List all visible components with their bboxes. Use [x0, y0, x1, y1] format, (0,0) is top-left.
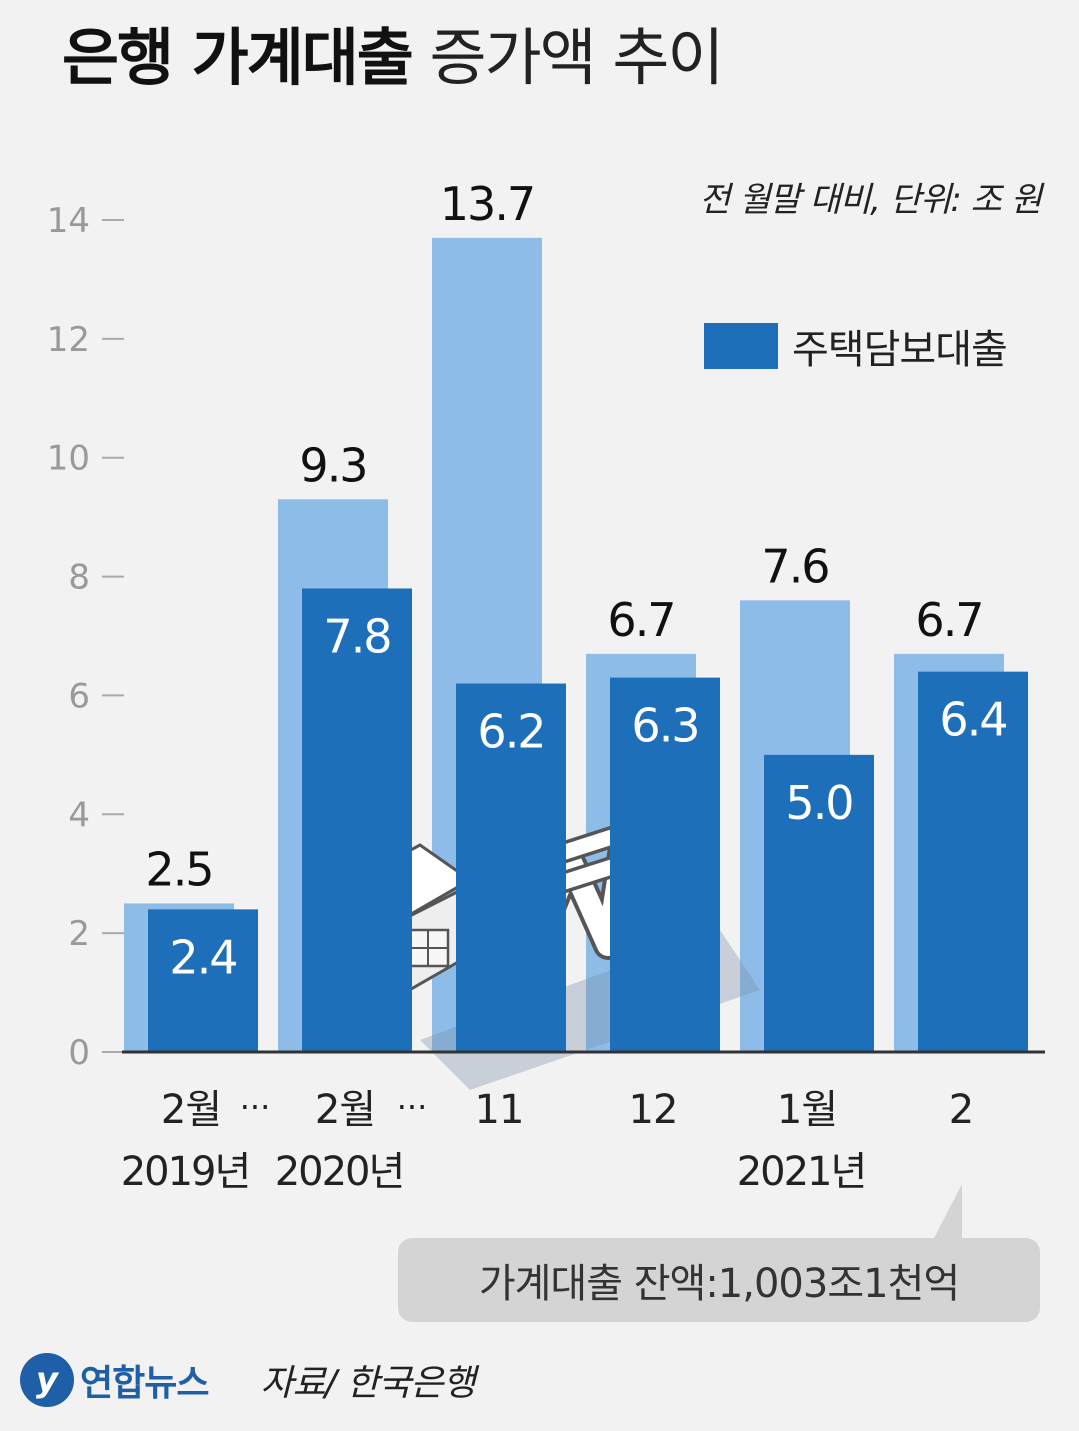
callout-tail	[932, 1184, 962, 1242]
y-tick-label: 6	[68, 676, 90, 716]
label-total: 2.5	[145, 842, 212, 896]
y-tick-label: 14	[47, 201, 90, 241]
label-mortgage: 6.3	[631, 699, 698, 753]
bar-mortgage	[918, 671, 1028, 1052]
balance-callout: 가계대출 잔액:1,003조1천억	[398, 1238, 1040, 1322]
label-mortgage: 7.8	[323, 609, 390, 663]
label-mortgage: 2.4	[169, 930, 236, 984]
mortgage-bars	[148, 588, 1028, 1052]
balance-text: 가계대출 잔액:1,003조1천억	[478, 1261, 960, 1307]
label-total: 6.7	[915, 593, 982, 647]
x-tick-label: 12	[629, 1087, 678, 1133]
title-light: 증가액 추이	[429, 21, 725, 94]
bar-mortgage	[148, 909, 258, 1052]
x-tick-label: 2월	[315, 1087, 375, 1133]
chart-title: 은행 가계대출 증가액 추이	[62, 18, 725, 98]
y-tick-label: 12	[47, 320, 90, 360]
label-total: 9.3	[299, 438, 366, 492]
source-note: 자료/ 한국은행	[260, 1363, 475, 1404]
x-tick-label: 11	[475, 1087, 524, 1133]
title-bold: 은행 가계대출	[62, 21, 414, 94]
axis-break-mark: ···	[397, 1088, 428, 1126]
footer: y 연합뉴스 자료/ 한국은행	[20, 1348, 476, 1412]
yonhap-logo-icon: y	[20, 1353, 74, 1407]
x-tick-label: 2	[949, 1087, 973, 1133]
legend-swatch	[704, 323, 778, 369]
x-tick-label: 2월	[161, 1087, 221, 1133]
x-tick-year: 2020년	[275, 1149, 404, 1195]
label-mortgage: 5.0	[785, 776, 852, 830]
label-mortgage: 6.4	[939, 693, 1006, 747]
y-tick-label: 10	[47, 439, 90, 479]
y-tick-label: 8	[68, 558, 90, 598]
label-total: 13.7	[440, 177, 534, 231]
unit-note: 전 월말 대비, 단위: 조 원	[699, 180, 1042, 220]
bar-mortgage	[456, 683, 566, 1052]
y-tick-label: 0	[68, 1033, 90, 1073]
y-tick-label: 4	[68, 795, 90, 835]
x-tick-year: 2019년	[121, 1149, 250, 1195]
logo-text: 연합뉴스	[80, 1363, 209, 1404]
legend-label: 주택담보대출	[792, 327, 1008, 373]
label-total: 7.6	[761, 539, 828, 593]
value-labels: 2.5 9.3 13.7 6.7 7.6 6.7 2.4 7.8 6.2 6.3 5.0 6.4	[145, 177, 1008, 985]
bar-mortgage	[302, 588, 412, 1052]
y-axis: 0 2 4 6 8 10 12 14	[47, 201, 124, 1073]
x-axis: 2월 2019년 2월 2020년 11 12 1월 2021년 2 ··· ···	[121, 1087, 975, 1195]
axis-break-mark: ···	[240, 1088, 271, 1126]
legend: 주택담보대출	[704, 318, 1008, 374]
label-total: 6.7	[607, 593, 674, 647]
bar-mortgage	[610, 677, 720, 1052]
label-mortgage: 6.2	[477, 705, 544, 759]
y-tick-label: 2	[68, 914, 90, 954]
bar-mortgage	[764, 754, 874, 1052]
x-tick-year: 2021년	[737, 1149, 866, 1195]
x-tick-label: 1월	[777, 1087, 837, 1133]
